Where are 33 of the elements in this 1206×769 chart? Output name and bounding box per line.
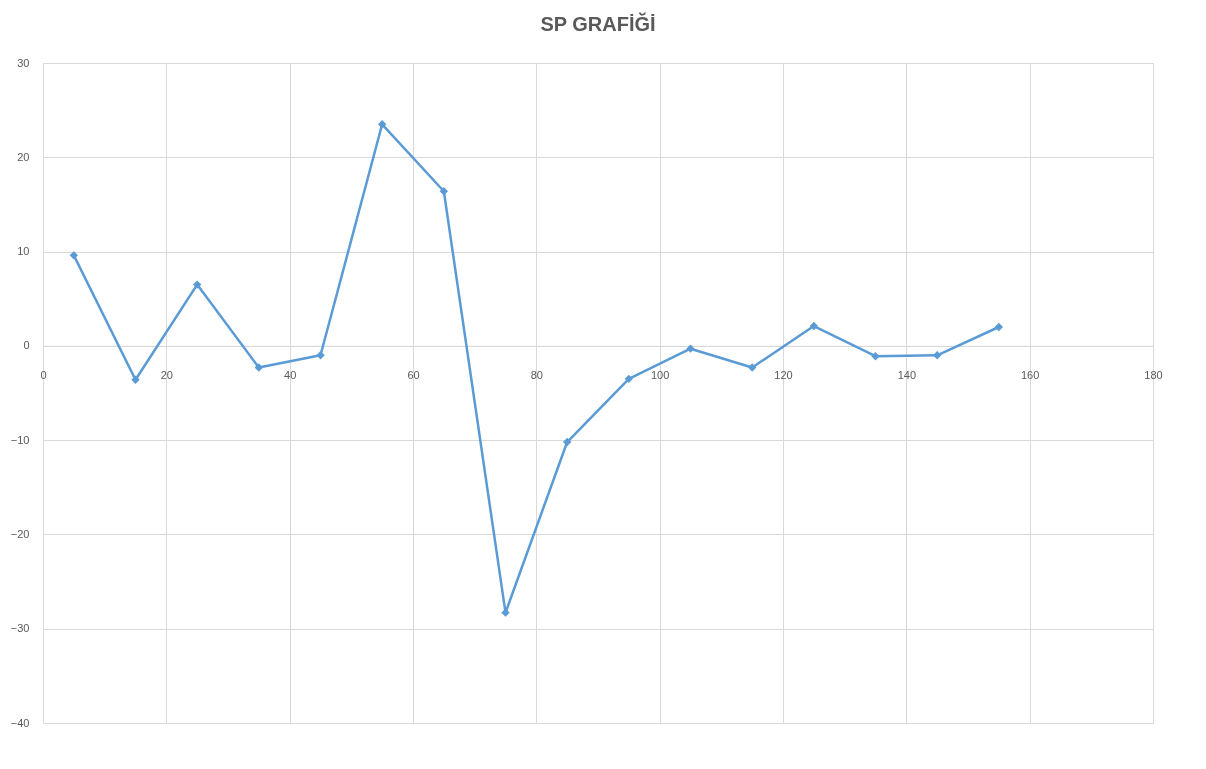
point (69, 251, 79, 260)
x-tick-label: 80 (530, 369, 543, 382)
x-tick-label: 180 (1144, 369, 1163, 382)
point (624, 374, 634, 384)
point (809, 321, 819, 331)
y-tick-label: 0 (23, 339, 30, 352)
point (994, 322, 1004, 332)
x-tick-label: 160 (1020, 369, 1040, 382)
point (377, 120, 387, 129)
chart-title: SP GRAFİĞİ (540, 12, 656, 35)
x-tick-label: 60 (407, 369, 420, 382)
y-tick-label: −40 (10, 716, 30, 729)
x-tick-label: 20 (160, 369, 173, 382)
point (316, 351, 325, 360)
y-tick-label: 30 (17, 56, 30, 69)
point (562, 437, 572, 447)
point (871, 352, 880, 361)
point (747, 363, 757, 372)
point (686, 344, 695, 353)
y-tick-label: −10 (10, 433, 30, 446)
x-tick-label: 40 (284, 369, 297, 382)
x-tick-label: 140 (897, 369, 917, 382)
point (131, 375, 140, 384)
point (439, 187, 449, 196)
point (192, 280, 202, 289)
y-tick-label: −20 (10, 527, 30, 540)
y-tick-label: 20 (17, 150, 30, 163)
point (254, 363, 264, 372)
y-tick-label: 10 (17, 245, 30, 258)
y-tick-label: −30 (10, 622, 30, 635)
x-tick-label: 0 (40, 369, 47, 382)
x-tick-label: 120 (774, 369, 793, 382)
x-tick-label: 100 (650, 369, 670, 382)
